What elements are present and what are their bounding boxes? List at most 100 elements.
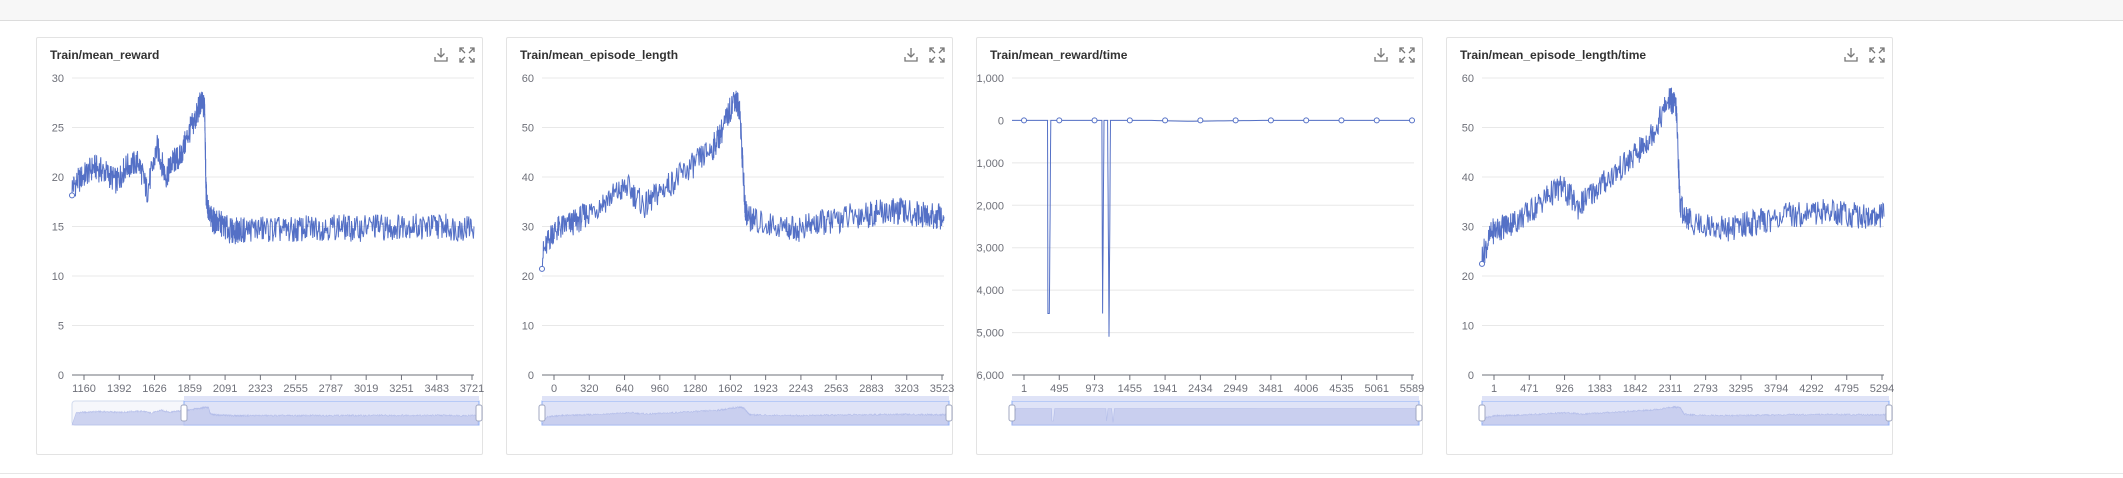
x-tick-label: 2091 xyxy=(213,383,237,395)
series-line xyxy=(71,91,475,245)
x-tick-label: 3481 xyxy=(1259,383,1283,395)
y-tick-label: 0 xyxy=(1468,370,1474,382)
x-tick-label: 2243 xyxy=(789,383,813,395)
chart-title: Train/mean_reward/time xyxy=(990,48,1128,62)
y-tick-label: 30 xyxy=(522,222,534,234)
chart-title: Train/mean_episode_length/time xyxy=(1460,48,1647,62)
x-tick-label: 3794 xyxy=(1764,383,1788,395)
y-tick-label: -5,000 xyxy=(977,328,1004,340)
x-tick-label: 2434 xyxy=(1188,383,1212,395)
y-tick-label: 20 xyxy=(52,172,64,184)
zoom-preview xyxy=(71,406,479,426)
y-tick-label: 10 xyxy=(1462,321,1474,333)
y-tick-label: 25 xyxy=(52,123,64,135)
zoom-preview xyxy=(1481,405,1889,426)
x-tick-label: 2563 xyxy=(824,383,848,395)
page-divider xyxy=(0,473,2123,474)
y-tick-label: 10 xyxy=(52,271,64,283)
x-tick-label: 1941 xyxy=(1153,383,1177,395)
fullscreen-icon[interactable] xyxy=(457,45,477,65)
x-tick-label: 1 xyxy=(1491,383,1497,395)
y-tick-label: 40 xyxy=(522,172,534,184)
chart-panel-mean-reward-time: -6,000 -5,000 -4,000 -3,000 -2,000 -1,000 0 1,0… xyxy=(976,37,1424,455)
data-point-marker xyxy=(1373,117,1380,124)
zoom-move-handle xyxy=(1482,396,1889,401)
zoom-slider[interactable] xyxy=(1008,396,1423,426)
data-point-marker xyxy=(1409,117,1415,124)
x-tick-label: 3019 xyxy=(354,383,378,395)
x-tick-label: 2311 xyxy=(1659,383,1683,395)
data-point-marker xyxy=(1303,117,1310,124)
x-tick-label: 1392 xyxy=(107,383,131,395)
y-tick-label: -4,000 xyxy=(977,285,1004,297)
x-tick-label: 495 xyxy=(1050,383,1068,395)
fullscreen-icon[interactable] xyxy=(1397,45,1417,65)
x-tick-label: 4006 xyxy=(1294,383,1318,395)
zoom-handle[interactable] xyxy=(538,404,546,422)
zoom-handle[interactable] xyxy=(1885,404,1893,422)
x-tick-label: 5061 xyxy=(1364,383,1388,395)
y-tick-label: 1,000 xyxy=(977,73,1004,85)
x-tick-label: 2949 xyxy=(1223,383,1247,395)
x-tick-label: 471 xyxy=(1520,383,1538,395)
y-tick-label: 30 xyxy=(52,73,64,85)
x-tick-label: 1602 xyxy=(718,383,742,395)
zoom-handle[interactable] xyxy=(475,404,483,422)
x-tick-label: 4292 xyxy=(1799,383,1823,395)
data-point-marker xyxy=(1021,117,1027,124)
y-tick-label: 50 xyxy=(522,123,534,135)
download-icon[interactable] xyxy=(901,45,921,65)
zoom-preview xyxy=(541,405,949,426)
data-point-marker xyxy=(69,192,75,199)
x-tick-label: 1859 xyxy=(178,383,202,395)
zoom-handle[interactable] xyxy=(945,404,953,422)
y-tick-label: -3,000 xyxy=(977,243,1004,255)
x-tick-label: 4795 xyxy=(1834,383,1858,395)
data-point-marker xyxy=(1479,260,1485,267)
y-tick-label: 50 xyxy=(1462,123,1474,135)
zoom-move-handle xyxy=(1012,396,1419,401)
x-tick-label: 1280 xyxy=(683,383,707,395)
download-icon[interactable] xyxy=(1371,45,1391,65)
x-tick-label: 3203 xyxy=(894,383,918,395)
chart-svg: 0 10 20 30 40 50 60 0 320 640 960 1280 1602 1923 2243 2… xyxy=(522,73,954,426)
x-tick-label: 926 xyxy=(1555,383,1573,395)
y-tick-label: 0 xyxy=(998,115,1004,127)
x-tick-label: 5589 xyxy=(1400,383,1424,395)
zoom-handle[interactable] xyxy=(1478,404,1486,422)
zoom-slider[interactable] xyxy=(538,396,953,426)
x-tick-label: 1 xyxy=(1021,383,1027,395)
x-tick-label: 3295 xyxy=(1729,383,1753,395)
zoom-slider[interactable] xyxy=(1478,396,1893,426)
x-tick-label: 1923 xyxy=(753,383,777,395)
y-tick-label: 40 xyxy=(1462,172,1474,184)
chart-panel-mean-episode-length-time: 0 10 20 30 40 50 60 1 471 926 1383 1842 2311 2793 3295… xyxy=(1446,37,1894,455)
x-tick-label: 2883 xyxy=(859,383,883,395)
download-icon[interactable] xyxy=(1841,45,1861,65)
data-point-marker xyxy=(1126,117,1133,124)
x-tick-label: 3483 xyxy=(424,383,448,395)
x-tick-label: 3721 xyxy=(460,383,484,395)
download-icon[interactable] xyxy=(431,45,451,65)
zoom-move-handle xyxy=(542,396,949,401)
zoom-handle[interactable] xyxy=(1415,404,1423,422)
data-point-marker xyxy=(1338,117,1345,124)
x-tick-label: 960 xyxy=(651,383,669,395)
fullscreen-icon[interactable] xyxy=(927,45,947,65)
y-tick-label: 60 xyxy=(1462,73,1474,85)
zoom-slider[interactable] xyxy=(71,396,483,426)
x-tick-label: 4535 xyxy=(1329,383,1353,395)
data-point-marker xyxy=(1232,117,1239,124)
zoom-handle[interactable] xyxy=(180,404,188,422)
fullscreen-icon[interactable] xyxy=(1867,45,1887,65)
zoom-handle[interactable] xyxy=(1008,404,1016,422)
series-line xyxy=(1481,87,1885,267)
chart-title: Train/mean_reward xyxy=(50,48,160,62)
x-tick-label: 2793 xyxy=(1693,383,1717,395)
x-tick-label: 1842 xyxy=(1623,383,1647,395)
chart-panel-mean-reward: 0 5 10 15 20 25 30 1160 1392 1626 1859 2091 2323 2555… xyxy=(36,37,484,455)
x-tick-label: 320 xyxy=(580,383,598,395)
top-toolbar xyxy=(0,0,2123,21)
x-tick-label: 3251 xyxy=(389,383,413,395)
x-tick-label: 640 xyxy=(615,383,633,395)
